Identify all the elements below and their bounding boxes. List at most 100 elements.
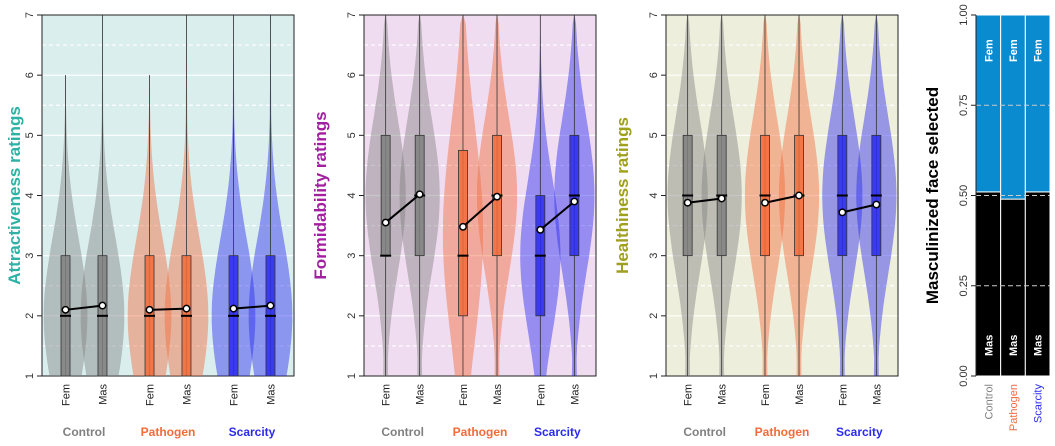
x-tick-label: Fem xyxy=(837,384,849,406)
x-tick-label: Fem xyxy=(229,384,241,406)
mean-point xyxy=(98,301,107,310)
y-tick-label: 1 xyxy=(648,373,660,379)
segment-label-mas: Mas xyxy=(983,335,995,356)
group-label: Scarcity xyxy=(229,425,276,439)
segment-label-mas: Mas xyxy=(1008,335,1020,356)
box-iqr xyxy=(458,149,468,317)
mean-point xyxy=(61,305,70,314)
mean-point xyxy=(266,301,275,310)
mean-point xyxy=(683,198,692,207)
y-tick-label: 3 xyxy=(24,253,36,259)
y-tick-label: 6 xyxy=(24,72,36,78)
mean-point xyxy=(872,200,881,209)
y-tick-label: 3 xyxy=(648,253,660,259)
mean-connector xyxy=(149,307,187,311)
mean-connector xyxy=(764,194,800,204)
mean-point xyxy=(415,190,424,199)
y-tick-label: 4 xyxy=(24,192,36,198)
mean-point xyxy=(717,194,726,203)
y-tick-label: 7 xyxy=(346,12,358,18)
x-tick-label: Fem xyxy=(683,384,695,406)
mean-point xyxy=(459,222,467,231)
x-tick-label: Mas xyxy=(181,384,193,405)
mean-connector xyxy=(385,193,421,224)
y-tick-label: 2 xyxy=(648,313,660,319)
x-tick-label: Mas xyxy=(717,384,729,405)
group-label: Pathogen xyxy=(141,425,196,439)
mean-connector xyxy=(233,304,271,310)
group-label: Control xyxy=(683,425,726,439)
y-tick-label: 2 xyxy=(24,313,36,319)
mean-connector xyxy=(462,195,498,228)
y-tick-label: 1.00 xyxy=(958,4,970,25)
segment-label-mas: Mas xyxy=(1033,335,1045,356)
group-label: Pathogen xyxy=(755,425,810,439)
mean-point xyxy=(838,208,847,217)
y-tick-label: 5 xyxy=(24,132,36,138)
x-tick-label: Mas xyxy=(415,384,427,405)
y-tick-label: 3 xyxy=(346,253,358,259)
group-label: Scarcity xyxy=(534,425,581,439)
mean-point xyxy=(536,225,545,234)
y-tick-label: 6 xyxy=(648,72,660,78)
mean-connector xyxy=(842,203,877,214)
y-tick-label: 0.75 xyxy=(958,95,970,116)
x-tick-label: Control xyxy=(983,384,995,419)
mean-connector xyxy=(65,304,103,311)
mean-point xyxy=(381,218,390,227)
y-tick-label: 4 xyxy=(648,192,660,198)
y-tick-label: 7 xyxy=(24,12,36,18)
segment-label-fem: Fem xyxy=(983,39,995,62)
y-tick-label: 5 xyxy=(346,132,358,138)
mean-connector xyxy=(687,197,722,204)
mean-point xyxy=(493,192,501,201)
y-axis-title: Masculinized face selected xyxy=(923,87,942,304)
mean-connector xyxy=(539,200,575,231)
bar-segment-fem xyxy=(975,14,1002,193)
y-tick-label: 0.50 xyxy=(958,185,970,206)
mean-point xyxy=(145,305,154,314)
bar-segment-fem xyxy=(1000,14,1026,200)
x-tick-label: Fem xyxy=(61,384,73,406)
x-tick-label: Fem xyxy=(145,384,157,406)
y-tick-label: 6 xyxy=(346,72,358,78)
x-tick-label: Scarcity xyxy=(1033,384,1045,424)
group-label: Control xyxy=(381,425,424,439)
y-tick-label: 1 xyxy=(24,373,36,379)
x-tick-label: Mas xyxy=(265,384,277,405)
group-label: Pathogen xyxy=(453,425,508,439)
y-tick-label: 0.25 xyxy=(958,275,970,296)
y-axis-title: Formidability ratings xyxy=(311,111,330,279)
bar-segment-fem xyxy=(1024,14,1051,193)
y-tick-label: 5 xyxy=(648,132,660,138)
mean-point xyxy=(182,304,191,313)
x-tick-label: Fem xyxy=(381,384,393,406)
x-tick-label: Mas xyxy=(794,384,806,405)
y-axis-title: Attractiveness ratings xyxy=(5,106,24,285)
y-tick-label: 1 xyxy=(346,373,358,379)
y-tick-label: 0.00 xyxy=(958,365,970,386)
x-tick-label: Mas xyxy=(871,384,883,405)
mean-point xyxy=(570,197,579,206)
x-tick-label: Mas xyxy=(569,384,581,405)
mean-point xyxy=(229,304,238,313)
y-axis-title: Healthiness ratings xyxy=(613,117,632,274)
x-tick-label: Pathogen xyxy=(1008,384,1020,431)
x-tick-label: Fem xyxy=(760,384,772,406)
bar-segment-mas xyxy=(1000,198,1026,377)
mean-point xyxy=(761,198,769,207)
segment-label-fem: Fem xyxy=(1033,39,1045,62)
box-iqr xyxy=(380,134,391,257)
x-tick-label: Fem xyxy=(535,384,547,406)
bar-segment-mas xyxy=(1024,191,1051,377)
group-label: Control xyxy=(63,425,106,439)
y-tick-label: 2 xyxy=(346,313,358,319)
mean-point xyxy=(795,191,803,200)
x-tick-label: Mas xyxy=(97,384,109,405)
x-tick-label: Fem xyxy=(458,384,470,406)
y-tick-label: 4 xyxy=(346,192,358,198)
segment-label-fem: Fem xyxy=(1008,39,1020,62)
x-tick-label: Mas xyxy=(492,384,504,405)
y-tick-label: 7 xyxy=(648,12,660,18)
